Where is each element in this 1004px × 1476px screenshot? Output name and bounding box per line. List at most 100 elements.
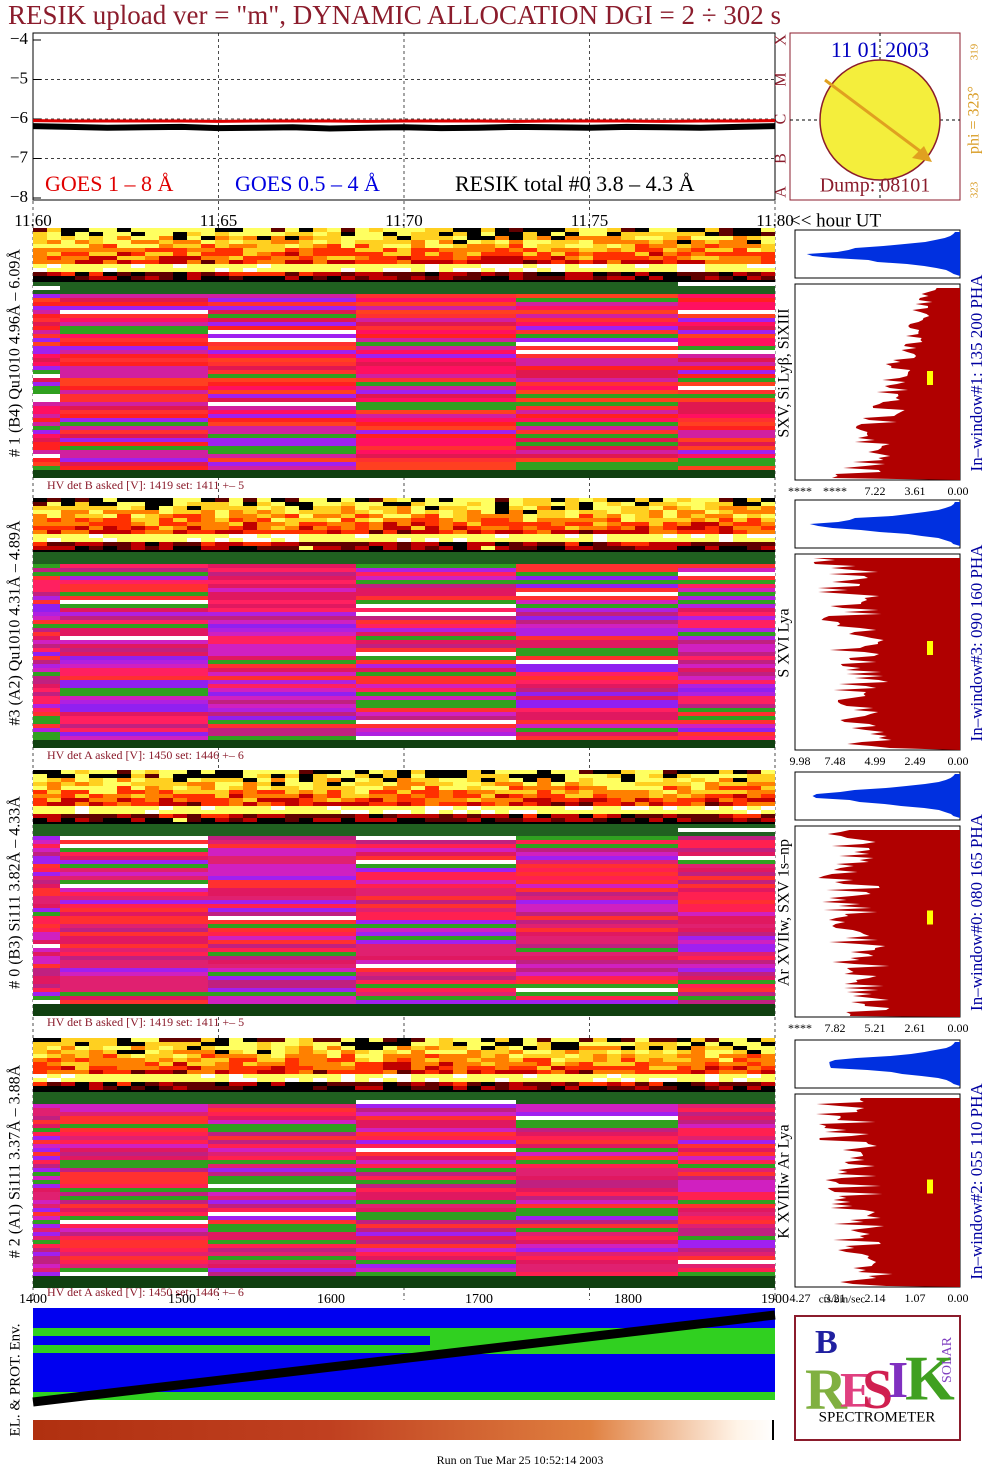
spectrogram-stripe [516,1240,678,1244]
spectrogram-cell [229,1050,243,1054]
spectrogram-stripe [60,1100,208,1104]
spectrogram-cell [257,1082,271,1086]
spectrogram-cell [47,236,61,240]
spectrogram-cell [607,264,621,268]
spectrogram-stripe [60,306,208,310]
spectrogram-cell [243,526,257,530]
spectrogram-cell [593,798,607,802]
spectrogram-stripe [60,302,208,306]
spectrogram-cell [313,268,327,272]
spectrogram-cell [411,818,425,822]
spectrogram-stripe [60,1104,208,1108]
spectrogram-cell [61,510,75,514]
spectrogram-cell [383,232,397,236]
spectrogram-cell [761,518,775,522]
spectrogram-stripe [60,330,208,334]
spectrogram-stripe [60,952,208,956]
spectrogram-cell [719,538,733,542]
spectrogram-cell [621,802,635,806]
spectrogram-stripe [33,664,60,668]
spectrogram-cell [313,232,327,236]
spectrogram-stripe [33,676,60,680]
spectrogram-cell [761,264,775,268]
spectrogram-cell [145,794,159,798]
spectrogram-cell [761,498,775,502]
spectrogram-cell [285,786,299,790]
spectrogram-cell [187,1058,201,1062]
spectrogram-stripe [33,736,60,740]
spectrogram-stripe [60,828,208,832]
spectrogram-cell [229,1066,243,1070]
spectrogram-cell [145,1038,159,1042]
spectrogram-stripe [678,888,775,892]
spectrogram-cell [579,522,593,526]
spectrogram-cell [565,260,579,264]
spectrogram-cell [579,790,593,794]
spectrogram-stripe [208,290,356,294]
spectrogram-cell [271,1070,285,1074]
spectrogram-cell [173,1078,187,1082]
spectrogram-cell [271,1054,285,1058]
spectrogram-stripe [208,1144,356,1148]
spectrogram-cell [313,1086,327,1090]
spectrogram-stripe [33,668,60,672]
spectrogram-cell [719,1046,733,1050]
spectrogram-cell [187,522,201,526]
spectrogram-stripe [33,1128,60,1132]
spectrogram-cell [33,264,47,268]
spectrogram-stripe [356,964,516,968]
spectrogram-cell [117,498,131,502]
spectrogram-stripe [33,346,60,350]
spectrogram-stripe [356,728,516,732]
spectrogram-cell [719,1042,733,1046]
spectrogram-stripe [60,406,208,410]
spectrogram-cell [523,1042,537,1046]
spectrogram-cell [285,276,299,280]
spectrogram-cell [649,530,663,534]
spectrogram-cell [565,264,579,268]
spectrogram-cell [425,798,439,802]
spectrogram-stripe [678,458,775,462]
spectrogram-stripe [208,1276,356,1280]
spectrogram-cell [677,794,691,798]
spectrogram-cell [733,260,747,264]
spectrogram-cell [761,510,775,514]
spectrogram-cell [383,526,397,530]
spectrogram-cell [355,810,369,814]
spectrogram-stripe [60,1176,208,1180]
spectrogram-cell [313,530,327,534]
spectrogram-cell [635,1086,649,1090]
spectrogram-cell [719,236,733,240]
spectrogram-stripe [356,314,516,318]
spectrogram-cell [411,514,425,518]
spectrogram-cell [495,518,509,522]
spectrogram-cell [621,786,635,790]
spectrogram-cell [425,232,439,236]
spectrogram-cell [47,542,61,546]
spectrogram-stripe [356,700,516,704]
spectrogram-cell [215,774,229,778]
envelope-band [33,1392,775,1400]
spectrogram-stripe [516,684,678,688]
spectrogram-cell [495,248,509,252]
spectrogram-cell [663,518,677,522]
spectrogram-cell [187,814,201,818]
spectrogram-stripe [516,446,678,450]
spectrogram-cell [257,818,271,822]
spectrogram-cell [495,522,509,526]
spectrogram-cell [47,770,61,774]
spectrogram-cell [523,546,537,550]
spectrogram-cell [257,810,271,814]
spectrogram-cell [635,526,649,530]
spectrogram-cell [61,1046,75,1050]
spectrogram-stripe [516,470,678,474]
spectrogram-cell [607,1062,621,1066]
spectrogram-cell [425,818,439,822]
spectrogram-cell [509,1070,523,1074]
spectrogram-cell [103,798,117,802]
legend-entry: RESIK total #0 3.8 – 4.3 Å [455,171,695,196]
spectrogram-cell [635,276,649,280]
spectrogram-cell [271,510,285,514]
spectrogram-cell [495,244,509,248]
spectrogram-stripe [356,1216,516,1220]
